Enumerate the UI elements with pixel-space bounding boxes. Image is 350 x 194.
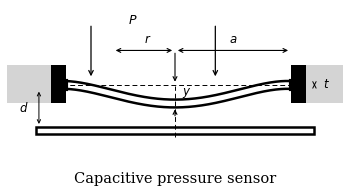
Bar (36, 127, 314, 134)
Text: $t$: $t$ (323, 78, 330, 91)
Text: $y$: $y$ (182, 86, 191, 100)
Text: $d$: $d$ (19, 101, 29, 115)
Text: Capacitive pressure sensor: Capacitive pressure sensor (74, 172, 276, 186)
Bar (7, 65, 66, 103)
Text: $P$: $P$ (128, 14, 138, 27)
Bar (51, 65, 66, 103)
Text: $a$: $a$ (229, 33, 237, 46)
Text: $r$: $r$ (144, 33, 151, 46)
Bar (291, 65, 343, 103)
Bar (291, 65, 306, 103)
